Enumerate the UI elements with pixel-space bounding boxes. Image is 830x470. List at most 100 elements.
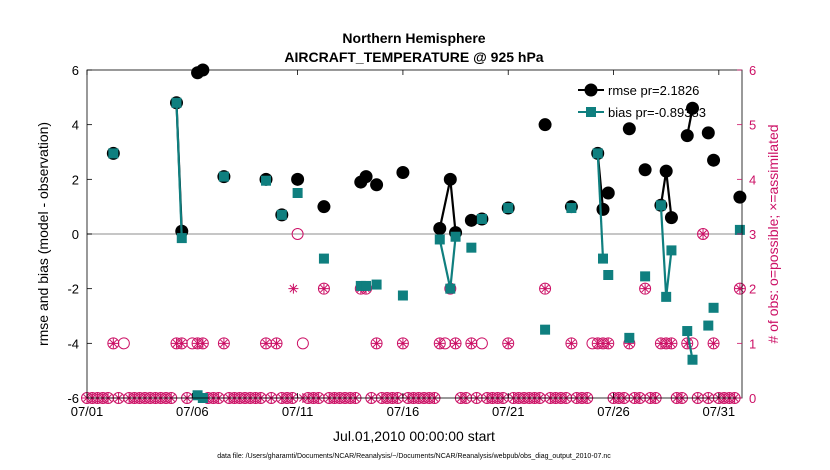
x-tick-label: 07/31: [703, 404, 736, 419]
rmse-point: [317, 200, 331, 214]
bias-point: [476, 213, 487, 224]
obs-possible-marker: [449, 337, 462, 350]
bias-point: [466, 242, 477, 253]
bias-point: [318, 253, 329, 264]
y2-tick-label: 4: [749, 172, 756, 187]
y-tick-label: 4: [72, 118, 79, 133]
obs-assimilated-marker: [640, 283, 651, 294]
bias-point: [703, 320, 714, 331]
bias-point: [276, 209, 287, 220]
y-axis-left: -6 -4 -2 0 2 4 6: [67, 63, 92, 406]
obs-assimilated-marker: [171, 338, 182, 349]
obs-possible-marker: [697, 228, 710, 240]
obs-assimilated-marker: [661, 338, 672, 349]
obs-assimilated-marker: [592, 338, 603, 349]
bias-point: [597, 253, 608, 264]
y-tick-label: -2: [67, 282, 79, 297]
y-tick-label: -4: [67, 336, 79, 351]
obs-possible-marker: [270, 337, 283, 350]
legend-rmse-marker: [584, 83, 598, 97]
rmse-point: [359, 170, 373, 184]
obs-assimilated-marker: [197, 338, 208, 349]
rmse-point: [680, 129, 694, 143]
bias-point: [355, 280, 366, 291]
rmse-point: [638, 163, 652, 177]
obs-assimilated-marker: [597, 338, 608, 349]
obs-possible-marker: [117, 337, 130, 350]
x-axis-label: Jul.01,2010 00:00:00 start: [333, 428, 495, 444]
obs-assimilated-marker: [397, 338, 408, 349]
bias-point: [434, 234, 445, 245]
bias-point: [171, 97, 182, 108]
y2-axis-label: # of obs: o=possible; ×=assimilated: [765, 124, 781, 343]
bias-point: [292, 188, 303, 198]
bias-point: [450, 231, 461, 242]
obs-assimilated-marker: [271, 338, 282, 349]
y-tick-label: 0: [72, 227, 79, 242]
obs-assimilated-marker: [503, 338, 514, 349]
series-layer: [106, 63, 747, 403]
obs-assimilated-marker: [434, 338, 445, 349]
obs-assimilated-marker: [218, 338, 229, 349]
obs-assimilated-marker: [176, 338, 187, 349]
rmse-point: [596, 202, 610, 216]
obs-possible-marker: [296, 337, 309, 350]
bias-point: [734, 224, 745, 235]
y2-tick-label: 2: [749, 282, 756, 297]
rmse-point: [659, 164, 673, 178]
obs-assimilated-marker: [108, 338, 119, 349]
obs-assimilated-marker: [288, 283, 299, 294]
rmse-point: [664, 211, 678, 225]
x-tick-label: 07/06: [176, 404, 209, 419]
y2-tick-label: 5: [749, 118, 756, 133]
bias-point: [371, 279, 382, 290]
rmse-point: [396, 166, 410, 179]
bias-point: [361, 280, 372, 291]
rmse-point: [686, 101, 700, 115]
x-tick-label: 07/01: [71, 404, 104, 419]
obs-possible-marker: [370, 337, 383, 350]
obs-possible-marker: [707, 337, 720, 350]
rmse-point: [701, 126, 715, 140]
rmse-point: [443, 172, 457, 186]
bias-point: [503, 203, 514, 214]
obs-assimilated-marker: [318, 283, 329, 294]
obs-possible-marker: [565, 337, 578, 350]
obs-assimilated-marker: [708, 338, 719, 349]
rmse-point: [601, 186, 615, 200]
rmse-point: [622, 122, 636, 136]
bias-point: [687, 354, 698, 365]
rmse-point: [464, 213, 478, 227]
chart-subtitle: AIRCRAFT_TEMPERATURE @ 925 hPa: [284, 49, 543, 65]
x-axis: 07/01 07/06 07/11 07/16 07/21 07/26 07/31: [71, 70, 735, 419]
legend-bias-label: bias pr=-0.89383: [608, 105, 706, 120]
bias-point: [176, 233, 187, 244]
bias-point: [682, 326, 693, 337]
obs-assimilated-marker: [624, 338, 635, 349]
bias-point: [445, 283, 456, 294]
obs-assimilated-marker: [566, 338, 577, 349]
bias-point: [661, 291, 672, 302]
obs-possible-marker: [433, 337, 446, 350]
bias-point: [540, 324, 551, 335]
obs-possible-marker: [502, 337, 515, 350]
bias-point: [624, 332, 635, 343]
rmse-point: [733, 190, 747, 204]
y-axis-label: rmse and bias (model - observation): [35, 122, 51, 346]
y-tick-label: 2: [72, 172, 79, 187]
y2-tick-label: 3: [749, 227, 756, 242]
legend-bias-marker: [586, 107, 596, 117]
obs-assimilated-marker: [261, 338, 272, 349]
obs-assimilated-marker: [450, 338, 461, 349]
bias-line: [175, 102, 183, 239]
chart-title: Northern Hemisphere: [342, 30, 485, 46]
bias-point: [218, 171, 229, 182]
rmse-point: [433, 222, 447, 236]
y-tick-label: 6: [72, 63, 79, 78]
rmse-point: [538, 118, 552, 132]
obs-possible-marker: [733, 282, 746, 295]
y-axis-right: 0 1 2 3 4 5 6: [737, 63, 756, 406]
rmse-point: [707, 153, 721, 167]
x-tick-label: 07/21: [492, 404, 525, 419]
